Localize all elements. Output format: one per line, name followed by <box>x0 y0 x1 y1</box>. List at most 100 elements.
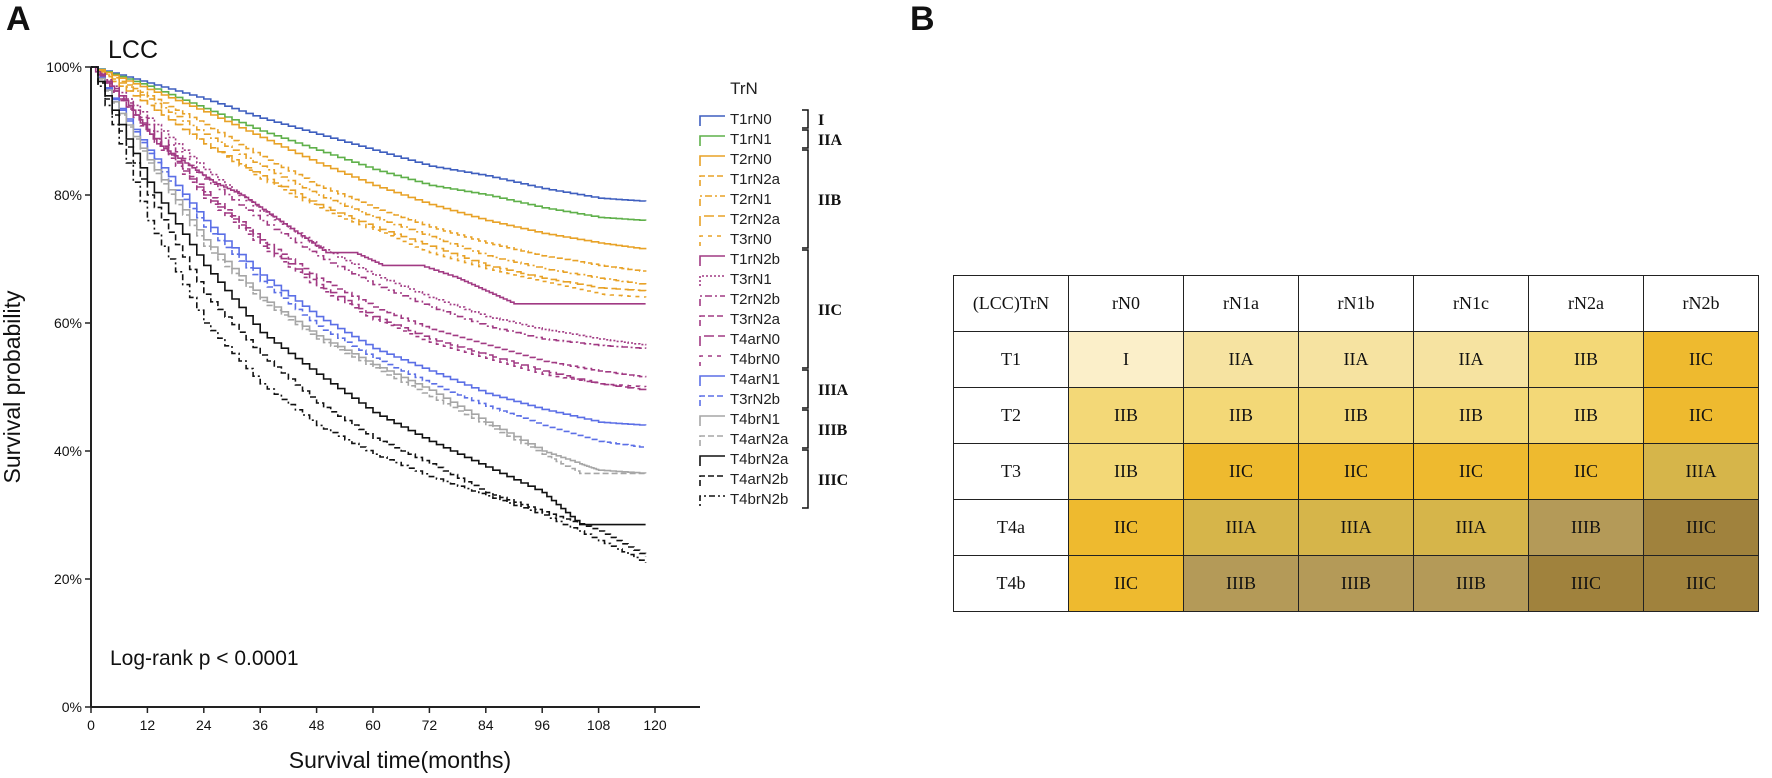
table-row: T1 I IIA IIA IIA IIB IIC <box>953 331 1759 388</box>
legend-swatch-T1rN1 <box>699 135 725 146</box>
stage-bracket <box>802 249 809 369</box>
column-header: rN2b <box>1643 275 1759 332</box>
table-row: T4a IIC IIIA IIIA IIIA IIIB IIIC <box>953 499 1759 556</box>
x-tick-label: 0 <box>87 717 95 733</box>
stage-cell: IIIA <box>1413 499 1529 556</box>
legend-label-T4arN1: T4arN1 <box>730 371 780 388</box>
stage-cell: IIC <box>1528 443 1644 500</box>
stage-bracket-label: IIIB <box>818 422 848 439</box>
x-ticks: 0 12 24 36 48 60 72 84 96 108 120 <box>87 707 667 733</box>
stage-bracket <box>802 149 809 249</box>
series-line-T4arN2b <box>91 66 647 557</box>
row-header: T4a <box>953 499 1069 556</box>
legend: T1rN0 T1rN1 T2rN0 T1rN2a T2rN1 T2rN2a T3rN0 T1r… <box>699 111 789 508</box>
stage-cell: IIIB <box>1298 555 1414 612</box>
series-line-T2rN2b <box>91 66 647 349</box>
stage-bracket <box>802 369 809 409</box>
stage-cell: IIC <box>1068 499 1184 556</box>
legend-label-T4brN2b: T4brN2b <box>730 491 788 508</box>
series-line-T4brN2b <box>91 66 647 563</box>
legend-swatch-T4brN1 <box>699 415 725 426</box>
legend-swatch-T2rN2b <box>699 295 725 306</box>
row-header: T2 <box>953 387 1069 444</box>
legend-label-T1rN0: T1rN0 <box>730 111 772 128</box>
column-header: rN1c <box>1413 275 1529 332</box>
series-line-T4brN2a <box>91 66 646 526</box>
stage-cell: IIIC <box>1643 555 1759 612</box>
y-tick-label: 80% <box>54 187 82 203</box>
legend-swatch-T4arN2a <box>699 435 725 446</box>
series-group <box>91 66 647 563</box>
stage-bracket <box>802 129 809 149</box>
stage-cell: IIIB <box>1413 555 1529 612</box>
legend-swatch-T4arN2b <box>699 475 725 486</box>
stage-cell: IIC <box>1068 555 1184 612</box>
legend-swatch-T2rN0 <box>699 155 725 166</box>
km-chart: 0 12 24 36 48 60 72 84 96 108 120 0% 20% 40% 60% 80% 10… <box>0 36 849 773</box>
series-line-T3rN2b <box>91 66 647 448</box>
series-line-T1rN2b <box>91 66 646 305</box>
x-tick-label: 120 <box>643 717 667 733</box>
stage-cell: IIC <box>1643 331 1759 388</box>
stage-cell: IIA <box>1298 331 1414 388</box>
legend-label-T3rN0: T3rN0 <box>730 231 772 248</box>
legend-label-T2rN2b: T2rN2b <box>730 291 780 308</box>
stage-table: (LCC)TrN rN0 rN1a rN1b rN1c rN2a rN2b T1… <box>953 275 1759 612</box>
series-line-T2rN1 <box>91 66 647 285</box>
legend-label-T2rN2a: T2rN2a <box>730 211 781 228</box>
stage-cell: IIA <box>1413 331 1529 388</box>
series-line-T4arN1 <box>91 66 647 426</box>
series-line-T3rN1 <box>91 66 647 346</box>
stage-cell: IIB <box>1183 387 1299 444</box>
legend-swatch-T4arN1 <box>699 375 725 386</box>
legend-label-T1rN2b: T1rN2b <box>730 251 780 268</box>
series-line-T1rN0 <box>91 66 647 202</box>
y-ticks: 0% 20% 40% 60% 80% 100% <box>46 59 91 715</box>
stage-cell: IIIA <box>1298 499 1414 556</box>
panel-a-letter: A <box>6 0 31 38</box>
stage-bracket-label: I <box>818 112 824 129</box>
stage-cell: IIIB <box>1528 499 1644 556</box>
stage-table-corner: (LCC)TrN <box>953 275 1069 332</box>
stage-cell: IIIA <box>1183 499 1299 556</box>
table-row: T3 IIB IIC IIC IIC IIC IIIA <box>953 443 1759 500</box>
series-line-T4arN2a <box>91 66 646 475</box>
panel-b-letter: B <box>910 0 935 38</box>
x-tick-label: 96 <box>534 717 550 733</box>
legend-label-T2rN0: T2rN0 <box>730 151 772 168</box>
x-tick-label: 60 <box>365 717 381 733</box>
legend-label-T4arN2b: T4arN2b <box>730 471 788 488</box>
legend-label-T3rN2b: T3rN2b <box>730 391 780 408</box>
stage-bracket-label: IIIA <box>818 382 849 399</box>
y-tick-label: 0% <box>62 699 82 715</box>
stage-bracket-label: IIA <box>818 132 842 149</box>
stage-cell: I <box>1068 331 1184 388</box>
x-tick-label: 48 <box>309 717 325 733</box>
stage-cell: IIB <box>1528 331 1644 388</box>
stage-cell: IIIB <box>1183 555 1299 612</box>
stage-cell: IIB <box>1413 387 1529 444</box>
stage-table-header-row: (LCC)TrN rN0 rN1a rN1b rN1c rN2a rN2b <box>953 275 1759 332</box>
stage-cell: IIB <box>1068 387 1184 444</box>
series-line-T2rN0 <box>91 66 647 250</box>
series-line-T4brN0 <box>91 66 647 388</box>
stage-bracket-label: IIIC <box>818 472 848 489</box>
x-tick-label: 12 <box>140 717 156 733</box>
stage-cell: IIC <box>1298 443 1414 500</box>
legend-swatch-T3rN2a <box>699 315 725 326</box>
legend-label-T4brN2a: T4brN2a <box>730 451 789 468</box>
stage-cell: IIIA <box>1643 443 1759 500</box>
chart-title: LCC <box>108 36 158 64</box>
legend-title: TrN <box>730 79 758 98</box>
log-rank-annotation: Log-rank p < 0.0001 <box>110 647 299 670</box>
stage-cell: IIB <box>1528 387 1644 444</box>
row-header: T3 <box>953 443 1069 500</box>
y-tick-label: 40% <box>54 443 82 459</box>
stage-cell: IIA <box>1183 331 1299 388</box>
stage-cell: IIIC <box>1528 555 1644 612</box>
legend-swatch-T3rN2b <box>699 395 725 406</box>
legend-swatch-T4arN0 <box>699 335 725 346</box>
legend-swatch-T1rN2a <box>699 175 725 186</box>
legend-label-T4arN0: T4arN0 <box>730 331 780 348</box>
series-line-T4arN0 <box>91 66 647 391</box>
